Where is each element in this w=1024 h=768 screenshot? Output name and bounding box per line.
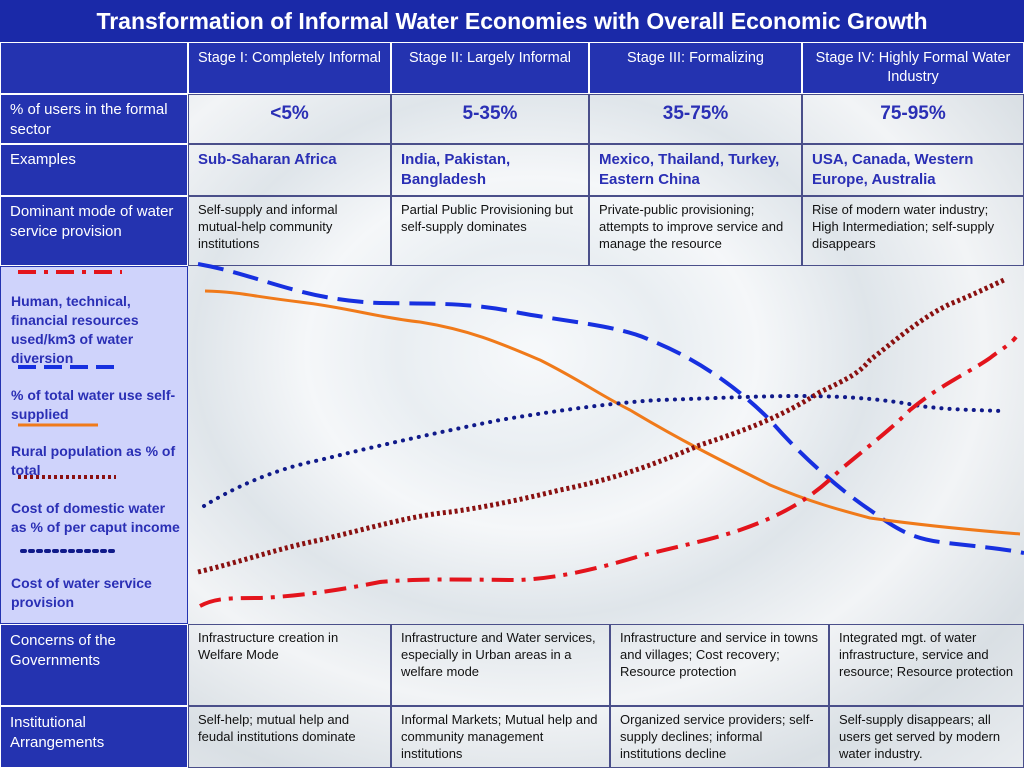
page-title: Transformation of Informal Water Economi… bbox=[0, 0, 1024, 42]
concerns-stage-1: Infrastructure creation in Welfare Mode bbox=[188, 624, 391, 706]
stage-4-header: Stage IV: Highly Formal Water Industry bbox=[802, 42, 1024, 94]
institutions-stage-4: Self-supply disappears; all users get se… bbox=[829, 706, 1024, 768]
institutions-stage-1: Self-help; mutual help and feudal instit… bbox=[188, 706, 391, 768]
examples-stage-1: Sub-Saharan Africa bbox=[188, 144, 391, 196]
institutions-stage-3: Organized service providers; self-supply… bbox=[610, 706, 829, 768]
curve-self-supplied bbox=[197, 262, 1024, 555]
row-label-users: % of users in the formal sector bbox=[0, 94, 188, 144]
examples-stage-3: Mexico, Thailand, Turkey, Eastern China bbox=[589, 144, 802, 196]
row-label-examples: Examples bbox=[0, 144, 188, 196]
legend-label-rural-population: Rural population as % of total bbox=[11, 443, 176, 478]
concerns-stage-2: Infrastructure and Water services, espec… bbox=[391, 624, 610, 706]
legend-label-service-cost: Cost of water service provision bbox=[11, 575, 152, 610]
mode-stage-2: Partial Public Provisioning but self-sup… bbox=[391, 196, 589, 266]
users-stage-3: 35-75% bbox=[589, 94, 802, 144]
row-label-institutions: Institutional Arrangements bbox=[0, 706, 188, 768]
corner-cell bbox=[0, 42, 188, 94]
mode-stage-1: Self-supply and informal mutual-help com… bbox=[188, 196, 391, 266]
users-stage-1: <5% bbox=[188, 94, 391, 144]
curve-service-cost bbox=[202, 393, 1002, 508]
examples-stage-2: India, Pakistan, Bangladesh bbox=[391, 144, 589, 196]
legend-label-domestic-cost: Cost of domestic water as % of per caput… bbox=[11, 500, 180, 535]
legend-panel bbox=[0, 266, 188, 624]
legend-label-self-supplied: % of total water use self-supplied bbox=[11, 387, 176, 422]
curve-rural-population bbox=[204, 289, 1021, 536]
concerns-stage-3: Infrastructure and service in towns and … bbox=[610, 624, 829, 706]
institutions-stage-2: Informal Markets; Mutual help and commun… bbox=[391, 706, 610, 768]
mode-stage-4: Rise of modern water industry; High Inte… bbox=[802, 196, 1024, 266]
concerns-stage-4: Integrated mgt. of water infrastructure,… bbox=[829, 624, 1024, 706]
stage-3-header: Stage III: Formalizing bbox=[589, 42, 802, 94]
row-label-concerns: Concerns of the Governments bbox=[0, 624, 188, 706]
row-label-mode: Dominant mode of water service provision bbox=[0, 196, 188, 266]
stage-1-header: Stage I: Completely Informal bbox=[188, 42, 391, 94]
legend-label-resources: Human, technical, financial resources us… bbox=[11, 293, 139, 366]
curve-domestic-cost bbox=[197, 277, 1006, 575]
curve-resources bbox=[199, 335, 1018, 608]
stage-2-header: Stage II: Largely Informal bbox=[391, 42, 589, 94]
users-stage-2: 5-35% bbox=[391, 94, 589, 144]
mode-stage-3: Private-public provisioning; attempts to… bbox=[589, 196, 802, 266]
